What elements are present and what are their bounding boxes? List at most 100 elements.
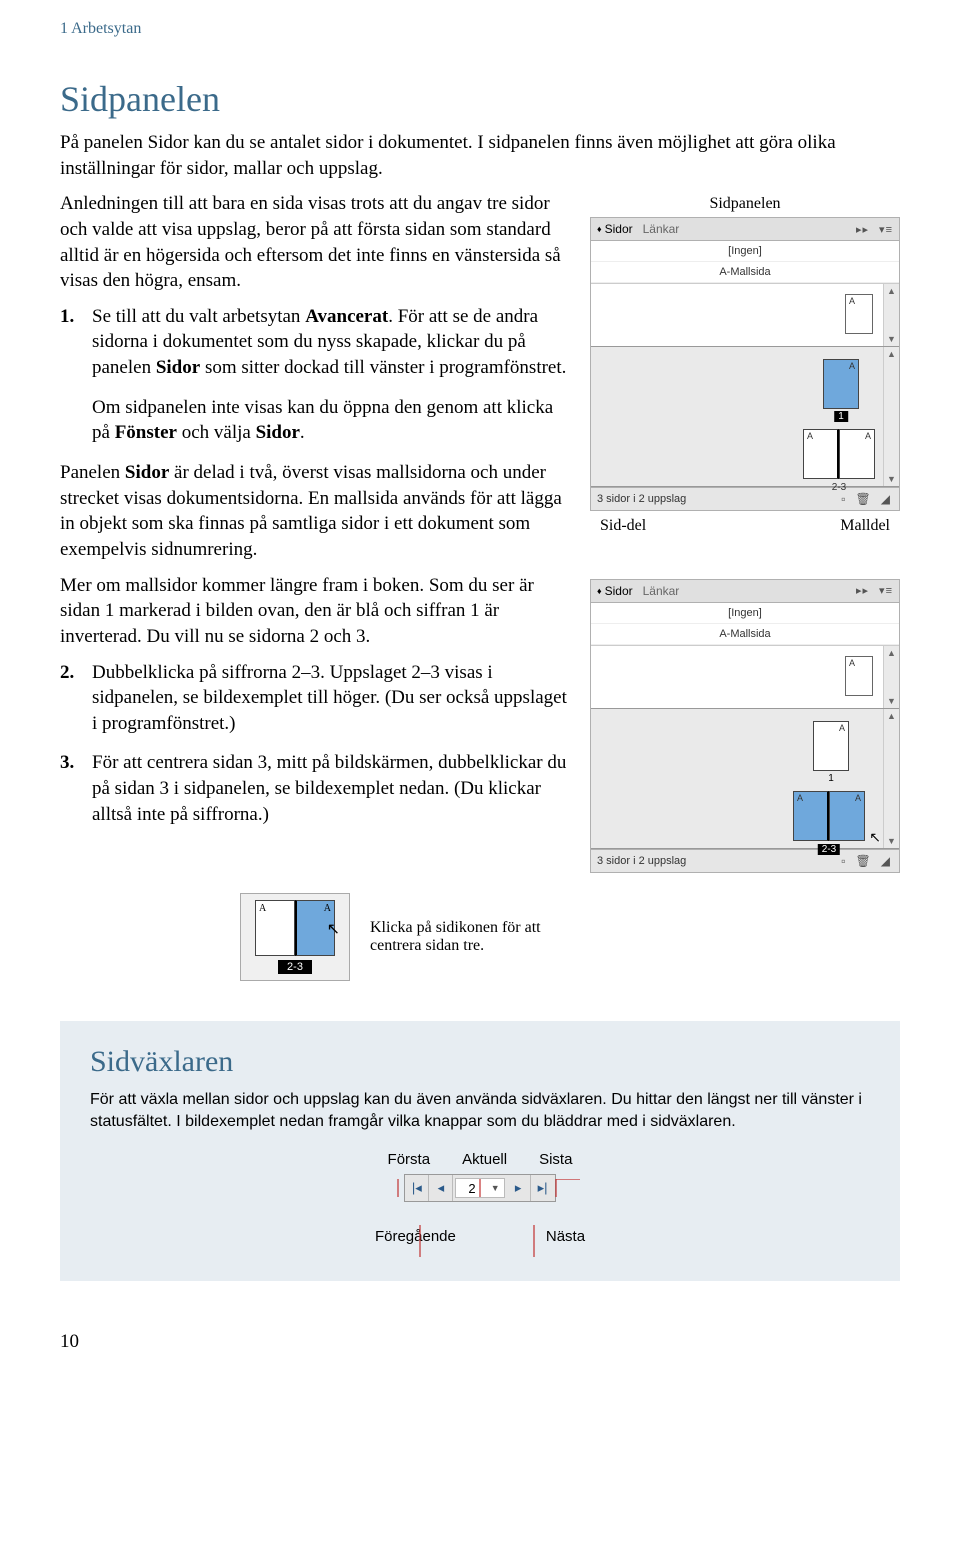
fig-page-left-label: A: [259, 903, 266, 914]
doc-page-1-master-label: A: [849, 361, 855, 371]
nav-first-button[interactable]: |◂: [405, 1175, 429, 1201]
scroll-down-icon[interactable]: ▼: [887, 836, 896, 846]
panel-master-list: [Ingen] A-Mallsida: [591, 603, 899, 645]
scroll-down-icon[interactable]: ▼: [887, 696, 896, 706]
panel-menu-icon[interactable]: ▾≡: [879, 584, 893, 597]
spread-right-label: A: [855, 793, 861, 803]
tab-expand-icon: ♦: [597, 586, 602, 596]
spread-right-label: A: [865, 431, 871, 441]
panel-footer: 3 sidor i 2 uppslag ▫ 🗑 ◢: [591, 849, 899, 872]
tab-sidor[interactable]: ♦ Sidor: [597, 584, 633, 598]
step-2: 2. Dubbelklicka på siffrorna 2–3. Uppsla…: [60, 660, 570, 737]
step-1-text: Se till att du valt arbetsytan Avancerat…: [92, 304, 570, 381]
panel-footer: 3 sidor i 2 uppslag ▫ 🗑 ◢: [591, 487, 899, 510]
fig-page-left[interactable]: A: [255, 900, 295, 956]
cursor-icon: ↖: [327, 919, 340, 939]
panel-master-thumb-area: A ▲ ▼: [591, 283, 899, 347]
panel-collapse-icon[interactable]: ▸▸: [856, 223, 869, 236]
tab-lankar[interactable]: Länkar: [643, 584, 680, 598]
panel-menu-icon[interactable]: ▾≡: [879, 223, 893, 236]
sidvaxlaren-box: Sidväxlaren För att växla mellan sidor o…: [60, 1021, 900, 1282]
fig-page-right[interactable]: A ↖: [295, 900, 335, 956]
tab-expand-icon: ♦: [597, 224, 602, 234]
spread-figure: A A ↖ 2-3: [240, 893, 350, 981]
nav-last-button[interactable]: ▸|: [531, 1175, 555, 1201]
panel-sublabels: Sid-del Malldel: [590, 517, 900, 535]
master-none[interactable]: [Ingen]: [591, 241, 899, 262]
nav-page-field[interactable]: 2 ▼: [455, 1178, 504, 1198]
nav-widget-wrap: Första Aktuell Sista |◂ ◂ 2 ▼ ▸ ▸|: [320, 1151, 640, 1245]
scroll-down-icon[interactable]: ▼: [887, 474, 896, 484]
resize-grip-icon: ◢: [878, 854, 893, 868]
master-thumb[interactable]: A: [845, 656, 873, 696]
scrollbar[interactable]: ▲ ▼: [883, 646, 899, 708]
scroll-up-icon[interactable]: ▲: [887, 711, 896, 721]
doc-spread-23[interactable]: A A 2-3: [793, 791, 865, 841]
scrollbar[interactable]: ▲ ▼: [883, 709, 899, 848]
panel-tabs: ♦ Sidor Länkar ▸▸ ▾≡: [591, 218, 899, 241]
panel-caption-top: Sidpanelen: [590, 195, 900, 213]
master-a[interactable]: A-Mallsida: [591, 624, 899, 645]
nav-prev-button[interactable]: ◂: [429, 1175, 453, 1201]
heading-sidvaxlaren: Sidväxlaren: [90, 1045, 870, 1079]
fig-page-right-label: A: [324, 903, 331, 914]
doc-page-1-number: 1: [834, 411, 848, 422]
trash-icon[interactable]: 🗑: [853, 854, 874, 868]
nav-label-next: Nästa: [546, 1228, 585, 1245]
scrollbar[interactable]: ▲ ▼: [883, 284, 899, 346]
intro-paragraph-1: På panelen Sidor kan du se antalet sidor…: [60, 130, 900, 181]
sidor-panel-2: ♦ Sidor Länkar ▸▸ ▾≡ [Ingen] A-Mallsida …: [590, 579, 900, 873]
step-3-number: 3.: [60, 750, 92, 827]
nav-label-first: Första: [388, 1151, 431, 1168]
spread-left-label: A: [797, 793, 803, 803]
scroll-down-icon[interactable]: ▼: [887, 334, 896, 344]
nav-label-last: Sista: [539, 1151, 572, 1168]
master-thumb-label: A: [849, 658, 855, 668]
nav-label-current: Aktuell: [462, 1151, 507, 1168]
doc-page-1-master-label: A: [839, 723, 845, 733]
spread-number-label: 2-3: [832, 482, 846, 493]
master-a[interactable]: A-Mallsida: [591, 262, 899, 283]
step-2-text: Dubbelklicka på siffrorna 2–3. Uppslaget…: [92, 660, 570, 737]
new-page-icon[interactable]: ▫: [838, 492, 848, 506]
panel-master-list: [Ingen] A-Mallsida: [591, 241, 899, 283]
trash-icon[interactable]: 🗑: [853, 492, 874, 506]
doc-spread-23[interactable]: A A 2-3: [803, 429, 875, 479]
doc-page-1-number: 1: [824, 773, 838, 784]
tab-lankar[interactable]: Länkar: [643, 222, 680, 236]
panel-doc-area: A 1 A A 2-3 ↖ ▲ ▼: [591, 709, 899, 849]
spread-figure-caption: Klicka på sidikonen för att centrera sid…: [370, 919, 590, 955]
sidvaxlaren-text: För att växla mellan sidor och uppslag k…: [90, 1089, 870, 1134]
step-1-number: 1.: [60, 304, 92, 381]
tab-sidor-label: Sidor: [605, 222, 633, 236]
panel-footer-text: 3 sidor i 2 uppslag: [597, 493, 686, 505]
scrollbar[interactable]: ▲ ▼: [883, 347, 899, 486]
tab-sidor[interactable]: ♦ Sidor: [597, 222, 633, 236]
step-2-number: 2.: [60, 660, 92, 737]
panel-master-thumb-area: A ▲ ▼: [591, 645, 899, 709]
chapter-label: 1 Arbetsytan: [60, 20, 900, 38]
scroll-up-icon[interactable]: ▲: [887, 648, 896, 658]
spread-number-label: 2-3: [818, 844, 840, 855]
cursor-icon: ↖: [869, 829, 881, 846]
doc-page-1[interactable]: A 1: [813, 721, 849, 771]
panel-doc-area: A 1 A A 2-3 ▲ ▼: [591, 347, 899, 487]
doc-page-1[interactable]: A 1: [823, 359, 859, 409]
tab-sidor-label: Sidor: [605, 584, 633, 598]
nav-label-prev: Föregående: [375, 1228, 456, 1245]
scroll-up-icon[interactable]: ▲: [887, 286, 896, 296]
dropdown-icon[interactable]: ▼: [491, 1183, 500, 1193]
sublabel-siddel: Sid-del: [600, 517, 646, 535]
panel-footer-text: 3 sidor i 2 uppslag: [597, 855, 686, 867]
master-thumb[interactable]: A: [845, 294, 873, 334]
master-thumb-label: A: [849, 296, 855, 306]
step-3-text: För att centrera sidan 3, mitt på bildsk…: [92, 750, 570, 827]
master-none[interactable]: [Ingen]: [591, 603, 899, 624]
panel-collapse-icon[interactable]: ▸▸: [856, 584, 869, 597]
spread-figure-row: A A ↖ 2-3 Klicka på sidikonen för att ce…: [240, 893, 900, 981]
new-page-icon[interactable]: ▫: [838, 854, 848, 868]
sidor-panel-1: ♦ Sidor Länkar ▸▸ ▾≡ [Ingen] A-Mallsida …: [590, 217, 900, 511]
page-number: 10: [60, 1331, 900, 1353]
nav-next-button[interactable]: ▸: [507, 1175, 531, 1201]
scroll-up-icon[interactable]: ▲: [887, 349, 896, 359]
